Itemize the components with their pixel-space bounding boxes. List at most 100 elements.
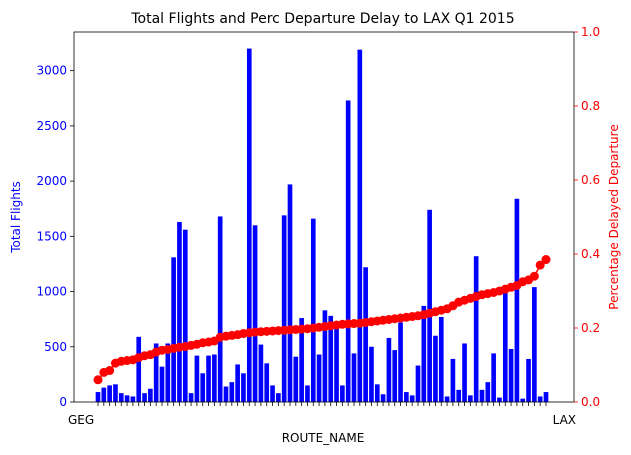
bar (491, 353, 496, 402)
bar (363, 267, 368, 402)
right-tick-label: 0.8 (581, 99, 600, 113)
bar (252, 225, 258, 402)
bar (357, 49, 363, 403)
bar (305, 385, 310, 402)
bar (438, 316, 444, 402)
right-y-axis: 0.0 0.2 0.4 0.6 0.8 1.0 (574, 25, 600, 409)
right-y-axis-label: Percentage Delayed Departure (607, 124, 621, 309)
delay-point (535, 260, 545, 270)
bar (101, 387, 107, 402)
bar (235, 364, 240, 402)
bar (450, 358, 456, 402)
x-axis-label: ROUTE_NAME (282, 431, 365, 445)
bar (246, 48, 252, 402)
bar (345, 100, 351, 402)
bar (107, 385, 112, 402)
bar (543, 392, 549, 402)
delay-point (541, 255, 551, 265)
bar (281, 215, 287, 402)
chart-title: Total Flights and Perc Departure Delay t… (130, 11, 514, 27)
bar (386, 337, 392, 402)
bar (444, 396, 450, 402)
bar (165, 343, 171, 402)
left-tick-label: 1500 (36, 229, 67, 243)
left-y-axis: 0 500 1000 1500 2000 2500 3000 (36, 64, 74, 409)
bar (322, 310, 328, 402)
bar (212, 354, 217, 402)
bar (514, 198, 520, 402)
delay-point (105, 366, 115, 376)
bar (374, 384, 380, 402)
bar (316, 354, 322, 402)
right-tick-label: 0.6 (581, 173, 600, 187)
bar (485, 382, 491, 402)
right-tick-label: 0.0 (581, 395, 600, 409)
bar (351, 353, 357, 402)
bar (462, 343, 467, 402)
left-tick-label: 2500 (36, 119, 67, 133)
bar (473, 256, 479, 402)
bar (142, 393, 147, 402)
plot-border (73, 31, 575, 403)
bar (310, 218, 316, 402)
bar (497, 397, 502, 402)
bar (526, 358, 531, 402)
bar (270, 385, 275, 402)
bar (520, 398, 526, 402)
bar (276, 393, 281, 402)
left-tick-label: 2000 (36, 174, 67, 188)
bar (404, 392, 409, 402)
line-series (93, 255, 551, 385)
bar (258, 344, 264, 402)
right-tick-label: 0.2 (581, 321, 600, 335)
bar (537, 396, 543, 402)
right-tick-label: 0.4 (581, 247, 600, 261)
x-tick-label-last: LAX (553, 413, 576, 427)
bar (427, 209, 432, 402)
bar (264, 363, 270, 402)
bar (95, 392, 101, 402)
bar (229, 382, 235, 402)
bar (118, 393, 124, 402)
delay-line (97, 259, 547, 381)
bar (206, 355, 211, 402)
plot-frame (73, 31, 575, 403)
bar (113, 384, 118, 402)
bar (409, 395, 415, 402)
bar (177, 221, 182, 402)
bar (241, 373, 246, 402)
bar (398, 322, 403, 402)
left-tick-label: 3000 (36, 64, 67, 78)
bar (171, 257, 176, 402)
left-y-axis-label: Total Flights (9, 181, 23, 254)
bar (130, 396, 136, 402)
bar (217, 216, 223, 402)
x-tick-label-first: GEG (68, 413, 94, 427)
bar (299, 318, 304, 402)
bar (148, 388, 153, 402)
bar (136, 336, 142, 402)
bar (479, 389, 485, 402)
bar (502, 292, 508, 402)
bar (328, 315, 334, 402)
bar (415, 365, 421, 402)
delay-point (93, 375, 103, 385)
bar (124, 395, 130, 402)
bar (293, 356, 299, 402)
bar (468, 395, 473, 402)
left-tick-label: 0 (59, 395, 67, 409)
delay-point (529, 271, 539, 281)
bar (433, 335, 438, 402)
bar (223, 386, 229, 402)
bar (380, 394, 386, 402)
bar (508, 348, 514, 402)
bar (194, 355, 200, 402)
right-tick-label: 1.0 (581, 25, 600, 39)
bar (188, 393, 194, 402)
bar (334, 321, 339, 402)
bar (392, 350, 398, 402)
left-tick-label: 500 (44, 340, 67, 354)
bar (159, 366, 165, 402)
left-tick-label: 1000 (36, 285, 67, 299)
